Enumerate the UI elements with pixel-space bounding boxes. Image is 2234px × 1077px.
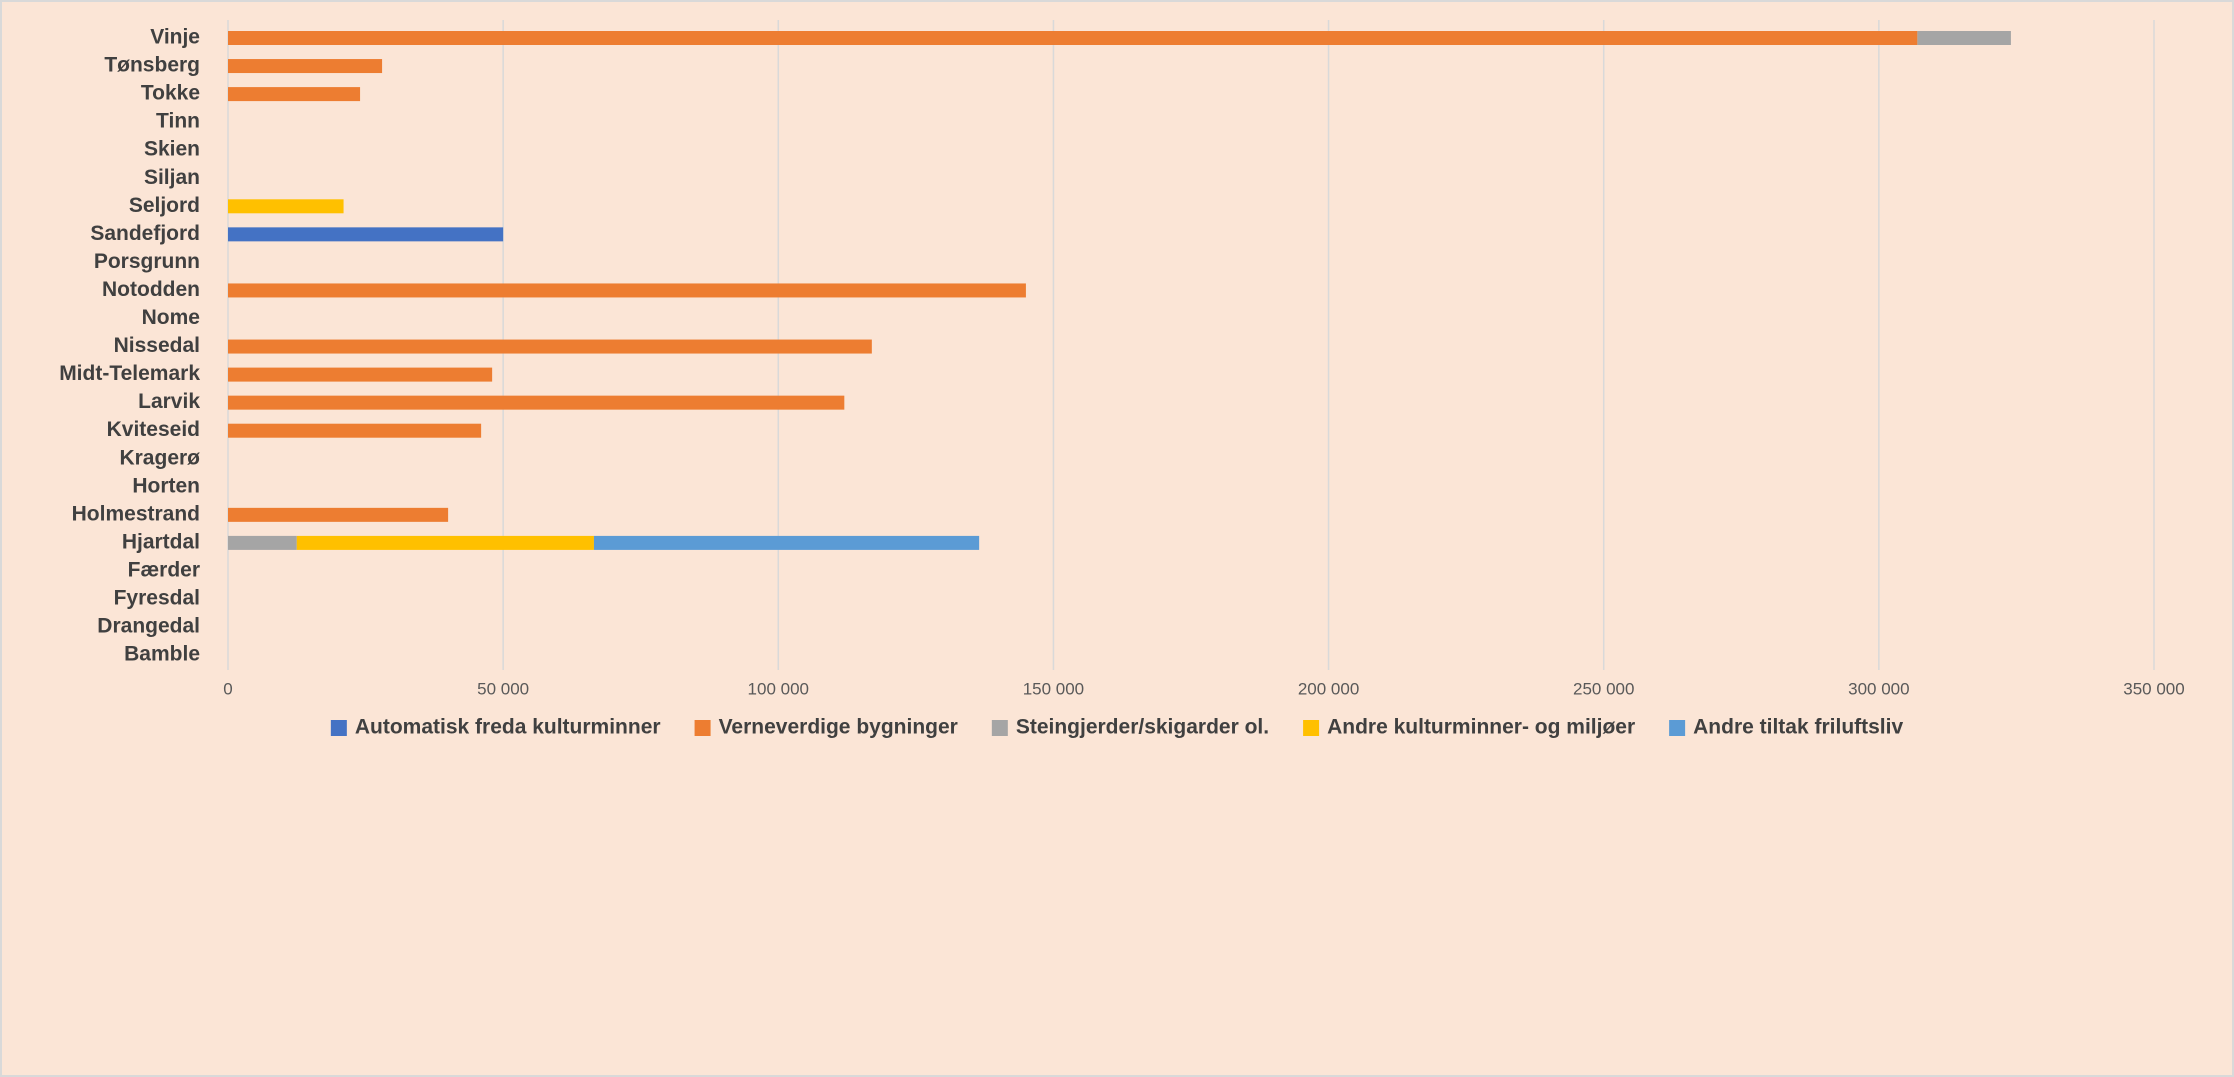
y-tick-label: Hjartdal: [122, 530, 200, 553]
y-tick-label: Midt-Telemark: [59, 362, 200, 385]
x-tick-label: 50 000: [477, 679, 529, 698]
y-tick-label: Siljan: [144, 166, 200, 189]
bar-segment: [228, 423, 482, 438]
bar-segment: [228, 339, 872, 354]
y-tick-label: Kragerø: [119, 446, 200, 469]
x-tick-label: 350 000: [2123, 679, 2184, 698]
y-tick-label: Tønsberg: [104, 54, 200, 77]
y-tick-label: Sandefjord: [90, 222, 200, 245]
y-tick-label: Notodden: [102, 278, 200, 301]
bar-segment: [228, 535, 297, 550]
legend-swatch: [1303, 720, 1320, 736]
bar-segment: [228, 395, 845, 410]
legend-label: Automatisk freda kulturminner: [355, 716, 661, 739]
y-tick-label: Vinje: [150, 26, 200, 49]
bar-segment: [228, 31, 1918, 45]
y-tick-label: Kviteseid: [107, 418, 200, 441]
x-tick-label: 250 000: [1573, 679, 1634, 698]
x-tick-label: 100 000: [748, 679, 809, 698]
legend-label: Verneverdige bygninger: [719, 716, 958, 739]
bar-segment: [228, 283, 1026, 298]
y-tick-label: Fyresdal: [114, 587, 200, 610]
bar-segment: [228, 59, 383, 74]
legend-label: Steingjerder/skigarder ol.: [1016, 716, 1269, 739]
y-tick-label: Skien: [144, 138, 200, 161]
legend-swatch: [330, 720, 347, 736]
bar-segment: [228, 367, 493, 382]
bar-segment: [1917, 31, 2011, 45]
x-tick-label: 300 000: [1848, 679, 1909, 698]
y-tick-label: Horten: [132, 474, 200, 497]
y-tick-label: Drangedal: [97, 615, 200, 638]
y-tick-label: Seljord: [129, 194, 200, 217]
y-tick-label: Larvik: [138, 390, 200, 413]
bar-segment: [296, 535, 594, 550]
legend-swatch: [991, 720, 1008, 736]
legend-label: Andre kulturminner- og miljøer: [1327, 716, 1635, 739]
x-tick-label: 150 000: [1023, 679, 1084, 698]
y-tick-label: Tinn: [156, 110, 200, 133]
x-tick-label: 0: [223, 679, 232, 698]
legend-label: Andre tiltak friluftsliv: [1693, 716, 1903, 739]
y-tick-label: Færder: [128, 558, 200, 581]
y-tick-label: Porsgrunn: [94, 250, 200, 273]
y-tick-label: Bamble: [124, 643, 200, 666]
y-tick-label: Tokke: [141, 82, 200, 105]
y-tick-label: Nissedal: [114, 334, 200, 357]
legend-swatch: [694, 720, 711, 736]
bar-segment: [228, 199, 344, 214]
legend-swatch: [1669, 720, 1686, 736]
y-tick-label: Holmestrand: [72, 502, 200, 525]
bar-segment: [228, 227, 504, 242]
bar-segment: [228, 507, 449, 522]
bar-segment: [228, 87, 361, 102]
x-tick-label: 200 000: [1298, 679, 1359, 698]
bar-segment: [593, 535, 980, 550]
y-tick-label: Nome: [142, 306, 200, 329]
